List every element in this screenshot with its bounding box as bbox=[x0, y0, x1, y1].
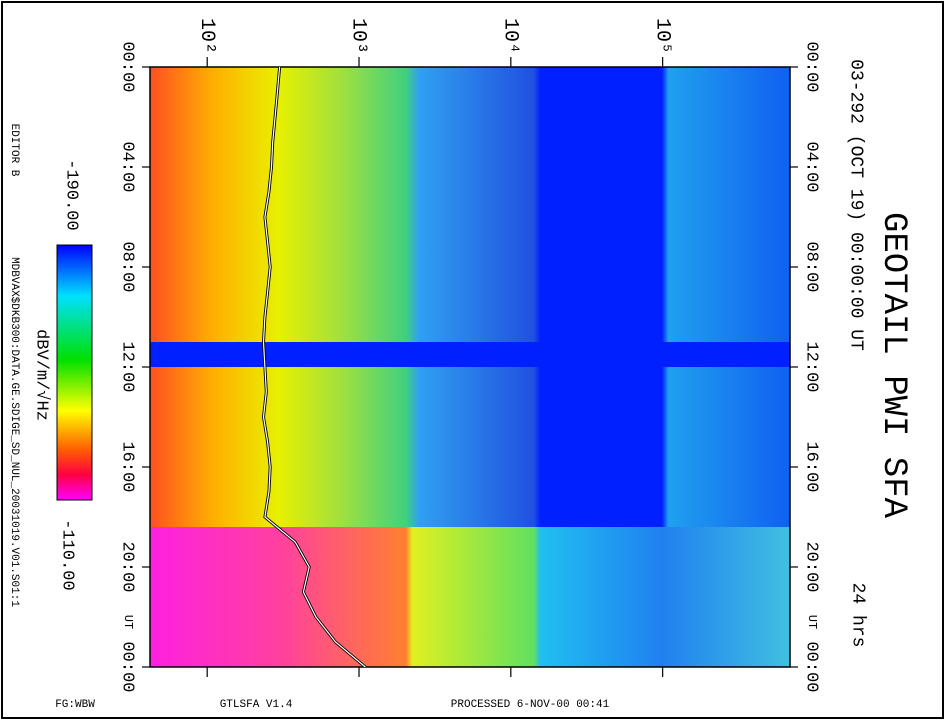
y-tick-label: 00:00 bbox=[802, 41, 821, 92]
colorbar bbox=[56, 244, 93, 501]
y-tick-label: 04:00 bbox=[802, 141, 821, 192]
footer: GTLSFA V1.4 bbox=[220, 699, 293, 711]
title: GEOTAIL PWI SFA bbox=[874, 212, 912, 519]
y-tick-label: 08:00 bbox=[802, 241, 821, 292]
y-tick-label: 04:00 bbox=[118, 141, 137, 192]
y-tick-label: 08:00 bbox=[118, 241, 137, 292]
duration: 24 hrs bbox=[847, 583, 867, 648]
x-tick-label: 10³ bbox=[347, 18, 370, 54]
file-name: MDBVAX$DKB300:DATA.GE.SDIGE_SD_NUL_20031… bbox=[8, 257, 20, 607]
footer: PROCESSED 6-NOV-00 00:41 bbox=[451, 699, 610, 711]
colorbar-label: dBV/m/√Hz bbox=[32, 329, 52, 421]
y-tick-label: 00:00 bbox=[802, 641, 821, 692]
y-tick-label: 12:00 bbox=[118, 341, 137, 392]
footer: FG:WBW bbox=[55, 699, 95, 711]
y-tick-label: 00:00 bbox=[118, 41, 137, 92]
spectrogram bbox=[149, 66, 791, 668]
y-tick-label: 20:00 bbox=[802, 541, 821, 592]
y-unit: UT bbox=[805, 615, 819, 629]
y-tick-label: 16:00 bbox=[118, 441, 137, 492]
trace bbox=[262, 66, 366, 668]
subtitle: 03-292 (OCT 19) 00:00:00 UT bbox=[845, 59, 865, 351]
colorbar-tick: -110.00 bbox=[58, 519, 77, 590]
y-unit: UT bbox=[121, 615, 135, 629]
x-tick-label: 10² bbox=[195, 18, 218, 54]
x-tick-label: 10⁵ bbox=[650, 18, 673, 54]
editor: EDITOR B bbox=[8, 124, 20, 177]
y-tick-label: 12:00 bbox=[802, 341, 821, 392]
y-tick-label: 16:00 bbox=[802, 441, 821, 492]
y-tick-label: 00:00 bbox=[118, 641, 137, 692]
y-tick-label: 20:00 bbox=[118, 541, 137, 592]
x-tick-label: 10⁴ bbox=[499, 18, 522, 54]
colorbar-tick: -190.00 bbox=[62, 159, 81, 230]
